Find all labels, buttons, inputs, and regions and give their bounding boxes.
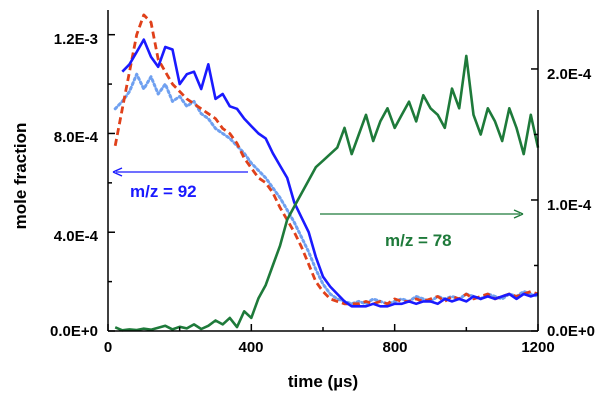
series-line-solid-left-axis bbox=[121, 38, 539, 308]
y-tick-label-left: 4.0E-4 bbox=[54, 228, 99, 245]
plot-area bbox=[113, 13, 540, 332]
y-axis-title: mole fraction bbox=[11, 123, 30, 230]
y-tick-label-left: 1.2E-3 bbox=[54, 31, 98, 48]
y-tick-label-right: 2.0E-4 bbox=[547, 66, 592, 83]
x-tick-label: 0 bbox=[104, 339, 112, 356]
x-tick-label: 400 bbox=[238, 339, 263, 356]
annotation-mz92: m/z = 92 bbox=[130, 182, 197, 201]
x-tick-label: 1200 bbox=[521, 339, 554, 356]
ticks bbox=[107, 33, 539, 332]
y-tick-label-left: 0.0E+0 bbox=[50, 323, 98, 340]
arrowhead-mz92 bbox=[112, 167, 123, 177]
series-line-dashed-left-axis bbox=[113, 13, 539, 306]
x-tick-label: 800 bbox=[382, 339, 407, 356]
y-tick-label-right: 1.0E-4 bbox=[547, 197, 592, 214]
y-tick-label-left: 8.0E-4 bbox=[54, 129, 99, 146]
annotation-mz78: m/z = 78 bbox=[385, 231, 452, 250]
arrowhead-mz78 bbox=[513, 209, 524, 219]
y-tick-label-right: 0.0E+0 bbox=[547, 323, 595, 340]
series-line-solid-right-axis bbox=[114, 54, 540, 332]
x-axis-title: time (µs) bbox=[288, 372, 358, 391]
